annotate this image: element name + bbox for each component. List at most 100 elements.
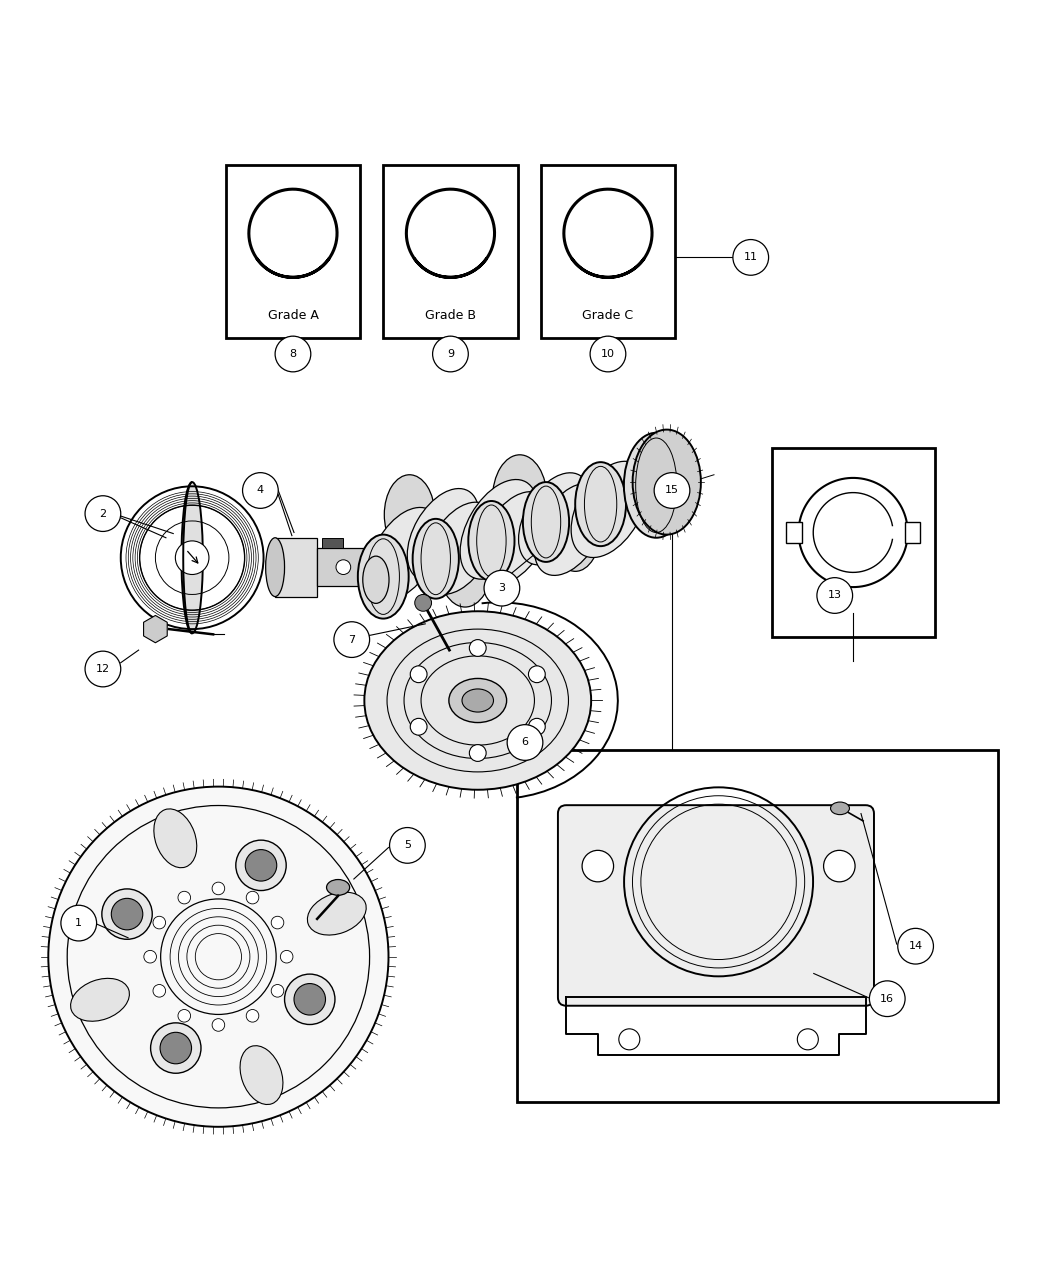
Ellipse shape: [70, 978, 129, 1021]
Circle shape: [469, 745, 486, 761]
Ellipse shape: [462, 688, 493, 711]
Circle shape: [275, 337, 311, 372]
Ellipse shape: [523, 482, 569, 562]
Circle shape: [507, 724, 543, 760]
Ellipse shape: [550, 487, 601, 571]
Circle shape: [236, 840, 287, 890]
Ellipse shape: [534, 483, 606, 575]
Text: 14: 14: [908, 941, 923, 951]
Ellipse shape: [364, 611, 591, 789]
Circle shape: [153, 984, 166, 997]
Ellipse shape: [519, 473, 590, 565]
Ellipse shape: [266, 538, 285, 597]
Text: Grade B: Grade B: [425, 309, 476, 321]
Ellipse shape: [413, 519, 459, 599]
Circle shape: [869, 980, 905, 1016]
Ellipse shape: [479, 492, 550, 584]
Ellipse shape: [575, 462, 626, 546]
Circle shape: [102, 889, 152, 940]
Circle shape: [582, 850, 613, 882]
Text: 1: 1: [76, 918, 82, 928]
Bar: [322, 538, 343, 548]
Ellipse shape: [468, 501, 514, 581]
Circle shape: [433, 337, 468, 372]
Circle shape: [271, 984, 284, 997]
Bar: [317, 548, 367, 586]
Circle shape: [618, 1029, 639, 1049]
Circle shape: [898, 928, 933, 964]
Circle shape: [336, 560, 351, 575]
Circle shape: [797, 1029, 818, 1049]
Text: Grade A: Grade A: [268, 309, 318, 321]
Circle shape: [469, 640, 486, 657]
Circle shape: [153, 917, 166, 929]
Circle shape: [175, 541, 209, 575]
Text: 8: 8: [290, 349, 296, 360]
Ellipse shape: [308, 892, 366, 935]
Bar: [275, 538, 317, 597]
Circle shape: [528, 718, 545, 736]
Ellipse shape: [624, 432, 689, 538]
Circle shape: [528, 666, 545, 682]
Ellipse shape: [327, 880, 350, 895]
Circle shape: [246, 1010, 258, 1023]
Circle shape: [484, 570, 520, 606]
Ellipse shape: [632, 430, 701, 534]
Ellipse shape: [571, 462, 647, 557]
Text: Grade C: Grade C: [583, 309, 633, 321]
Circle shape: [654, 473, 690, 509]
Circle shape: [243, 473, 278, 509]
Ellipse shape: [449, 678, 506, 723]
Circle shape: [334, 622, 370, 658]
Circle shape: [212, 1019, 225, 1031]
Circle shape: [271, 917, 284, 929]
Circle shape: [294, 983, 325, 1015]
Circle shape: [144, 950, 156, 963]
Ellipse shape: [424, 502, 496, 594]
Circle shape: [85, 652, 121, 687]
Circle shape: [817, 578, 853, 613]
Ellipse shape: [358, 534, 408, 618]
Ellipse shape: [363, 556, 390, 603]
Text: 12: 12: [96, 664, 110, 674]
Ellipse shape: [384, 474, 435, 555]
Circle shape: [823, 850, 855, 882]
Circle shape: [411, 666, 427, 682]
Text: 7: 7: [349, 635, 355, 645]
Circle shape: [411, 718, 427, 736]
Text: 16: 16: [880, 993, 895, 1003]
Text: 15: 15: [665, 486, 679, 496]
Ellipse shape: [240, 1046, 282, 1104]
Ellipse shape: [154, 808, 196, 868]
Ellipse shape: [831, 802, 849, 815]
Bar: [226, 164, 360, 338]
Text: 5: 5: [404, 840, 411, 850]
Circle shape: [177, 1010, 190, 1023]
FancyBboxPatch shape: [558, 806, 874, 1006]
Circle shape: [590, 337, 626, 372]
Ellipse shape: [460, 479, 538, 579]
Text: 11: 11: [743, 252, 758, 263]
Bar: [905, 521, 920, 543]
Circle shape: [733, 240, 769, 275]
Text: 13: 13: [827, 590, 842, 601]
Bar: [383, 164, 518, 338]
Text: 9: 9: [447, 349, 454, 360]
Circle shape: [246, 849, 277, 881]
Ellipse shape: [369, 507, 440, 599]
Bar: [785, 521, 802, 543]
Circle shape: [48, 787, 388, 1127]
Text: 3: 3: [499, 583, 505, 593]
Circle shape: [61, 905, 97, 941]
Text: 2: 2: [100, 509, 106, 519]
Ellipse shape: [182, 482, 203, 634]
Circle shape: [285, 974, 335, 1025]
Bar: [541, 164, 675, 338]
Bar: [772, 449, 934, 638]
Text: 4: 4: [257, 486, 264, 496]
Circle shape: [150, 1023, 201, 1074]
Circle shape: [85, 496, 121, 532]
Ellipse shape: [438, 519, 492, 607]
Circle shape: [212, 882, 225, 895]
Text: 6: 6: [522, 737, 528, 747]
